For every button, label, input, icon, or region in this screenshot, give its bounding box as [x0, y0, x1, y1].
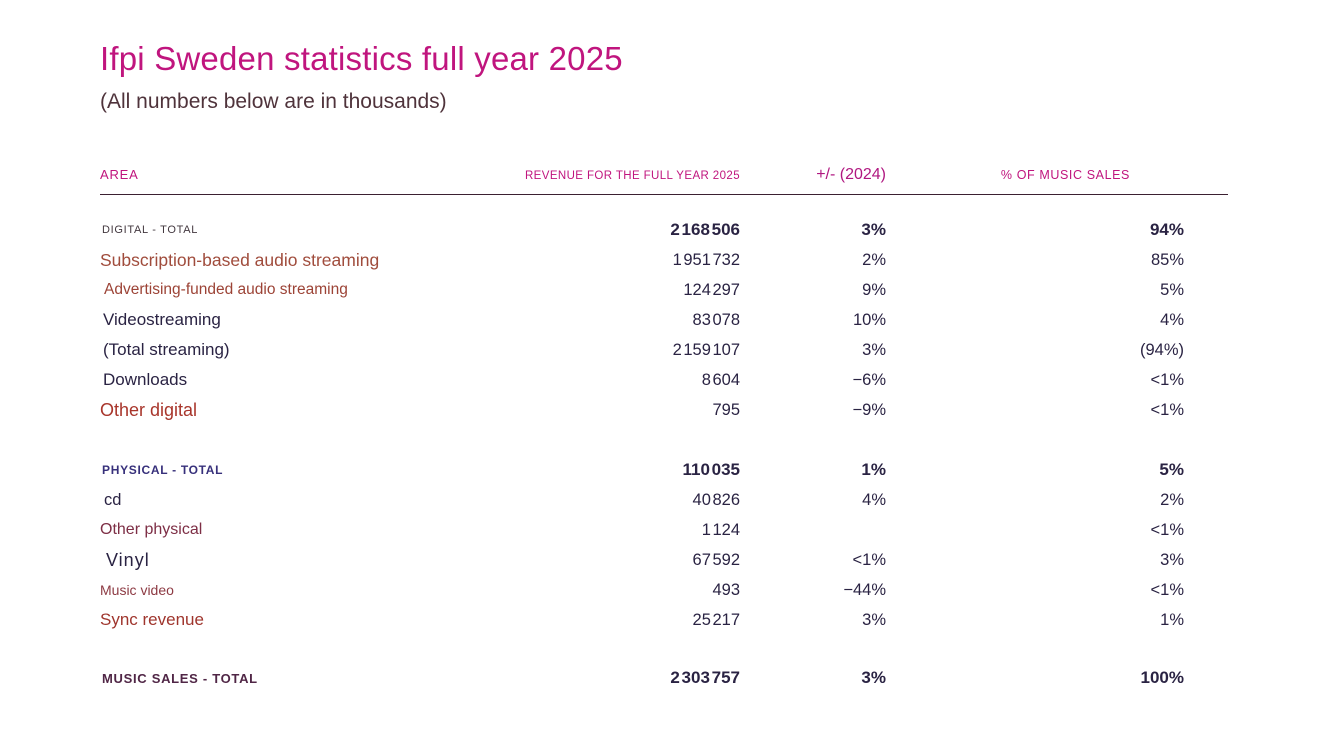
table-body: DIGITAL - TOTAL 2 168 506 3% 94% Subscri…: [100, 215, 1228, 693]
share-cell: <1%: [1150, 520, 1184, 539]
share-cell: 85%: [1150, 250, 1184, 269]
table-row-sync-revenue: Sync revenue 25 217 3% 1%: [100, 605, 1228, 635]
change-cell: 1%: [861, 460, 886, 479]
column-header-area: AREA: [100, 167, 139, 182]
share-cell: <1%: [1150, 400, 1184, 419]
revenue-cell: 83 078: [692, 310, 740, 329]
revenue-cell: 1 951 732: [672, 250, 740, 269]
area-cell: Advertising-funded audio streaming: [104, 281, 348, 298]
share-cell: 5%: [1160, 280, 1184, 299]
share-cell: 94%: [1149, 220, 1184, 239]
change-cell: −44%: [843, 580, 886, 599]
revenue-cell: 8 604: [701, 370, 740, 389]
page-title: Ifpi Sweden statistics full year 2025: [100, 40, 623, 77]
share-cell: 2%: [1160, 490, 1184, 509]
change-cell: −9%: [852, 400, 886, 419]
table-row-subscription-streaming: Subscription-based audio streaming 1 951…: [100, 245, 1228, 275]
area-cell: DIGITAL - TOTAL: [102, 224, 199, 236]
area-cell: Music video: [100, 582, 174, 598]
revenue-cell: 25 217: [692, 610, 740, 629]
change-cell: −6%: [852, 370, 886, 389]
revenue-cell: 2 159 107: [672, 340, 740, 359]
revenue-cell: 124 297: [683, 280, 740, 299]
table-row-music-video: Music video 493 −44% <1%: [100, 575, 1228, 605]
change-cell: 3%: [862, 610, 886, 629]
revenue-cell: 40 826: [692, 490, 740, 509]
change-cell: 10%: [852, 310, 886, 329]
table-row-vinyl: Vinyl 67 592 <1% 3%: [100, 545, 1228, 575]
table-row-advertising-streaming: Advertising-funded audio streaming 124 2…: [100, 275, 1228, 305]
share-cell: <1%: [1150, 370, 1184, 389]
table-row-other-physical: Other physical 1 124 <1%: [100, 515, 1228, 545]
area-cell: Subscription-based audio streaming: [100, 249, 380, 270]
table-row-cd: cd 40 826 4% 2%: [100, 485, 1228, 515]
column-header-share: % OF MUSIC SALES: [1000, 168, 1130, 182]
table-row-other-digital: Other digital 795 −9% <1%: [100, 395, 1228, 425]
revenue-cell: 795: [712, 400, 740, 419]
table-header-row: AREA REVENUE FOR THE FULL YEAR 2025 +/- …: [100, 166, 1228, 195]
area-cell: cd: [104, 490, 122, 509]
revenue-cell: 2 303 757: [670, 668, 740, 687]
area-cell: Vinyl: [106, 549, 150, 570]
column-header-revenue: REVENUE FOR THE FULL YEAR 2025: [524, 170, 740, 182]
share-cell: (94%): [1139, 340, 1184, 359]
revenue-cell: 110 035: [682, 460, 740, 479]
area-cell: Sync revenue: [100, 610, 204, 629]
change-cell: 2%: [862, 250, 886, 269]
table-row-total-streaming: (Total streaming) 2 159 107 3% (94%): [100, 335, 1228, 365]
content-area: Ifpi Sweden statistics full year 2025 (A…: [100, 0, 1228, 693]
table-row-physical-total: PHYSICAL - TOTAL 110 035 1% 5%: [100, 455, 1228, 485]
table-row-digital-total: DIGITAL - TOTAL 2 168 506 3% 94%: [100, 215, 1228, 245]
revenue-cell: 493: [712, 580, 740, 599]
area-cell: Other digital: [100, 399, 198, 420]
share-cell: 3%: [1160, 550, 1184, 569]
column-header-change: +/- (2024): [816, 166, 886, 183]
revenue-cell: 1 124: [701, 520, 740, 539]
change-cell: 4%: [862, 490, 886, 509]
share-cell: <1%: [1150, 580, 1184, 599]
table-row-downloads: Downloads 8 604 −6% <1%: [100, 365, 1228, 395]
area-cell: Videostreaming: [103, 310, 221, 329]
page-subtitle: (All numbers below are in thousands): [100, 90, 447, 113]
change-cell: 3%: [861, 220, 886, 239]
change-cell: 3%: [862, 340, 886, 359]
share-cell: 5%: [1159, 460, 1184, 479]
share-cell: 1%: [1160, 610, 1184, 629]
area-cell: (Total streaming): [103, 340, 230, 359]
revenue-cell: 67 592: [692, 550, 740, 569]
share-cell: 4%: [1160, 310, 1184, 329]
change-cell: 3%: [861, 668, 886, 687]
table-row-music-sales-total: MUSIC SALES - TOTAL 2 303 757 3% 100%: [100, 663, 1228, 693]
area-cell: MUSIC SALES - TOTAL: [102, 670, 258, 686]
change-cell: <1%: [852, 550, 886, 569]
table-row-videostreaming: Videostreaming 83 078 10% 4%: [100, 305, 1228, 335]
area-cell: Downloads: [103, 370, 188, 389]
revenue-cell: 2 168 506: [670, 220, 740, 239]
area-cell: Other physical: [100, 521, 203, 538]
change-cell: 9%: [862, 280, 886, 299]
area-cell: PHYSICAL - TOTAL: [102, 463, 224, 477]
share-cell: 100%: [1140, 668, 1184, 687]
